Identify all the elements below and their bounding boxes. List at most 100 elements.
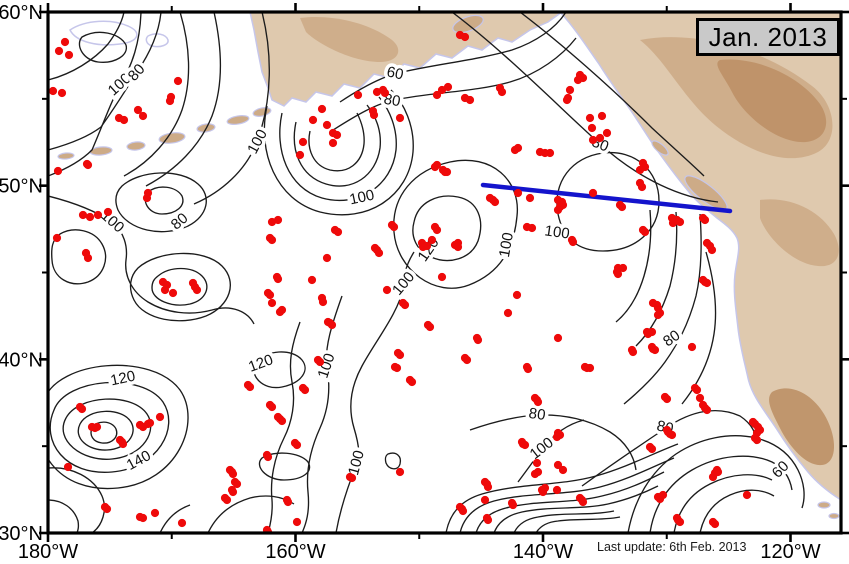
island (126, 141, 146, 151)
contour-line (627, 435, 805, 532)
observation-dot (83, 253, 93, 263)
contour-line (49, 364, 189, 490)
observation-dot (503, 308, 513, 318)
observation-dot (532, 458, 542, 468)
observation-dot (328, 138, 338, 148)
contour-line (49, 499, 80, 532)
observation-dot (595, 133, 605, 143)
observation-dot (192, 285, 202, 295)
contour-line (267, 321, 301, 532)
observation-dot (650, 345, 660, 355)
contour-line (90, 421, 118, 444)
x-tick-label: 140°W (513, 541, 573, 563)
observation-dot (437, 272, 447, 282)
observation-dot (430, 162, 440, 172)
observation-dot (597, 111, 607, 121)
observation-dot (483, 482, 493, 492)
observation-dot (263, 452, 273, 462)
observation-dot (93, 210, 103, 220)
observation-dot (585, 113, 595, 123)
observation-dot (647, 444, 657, 454)
observation-dot (292, 440, 302, 450)
observation-dot (52, 233, 62, 243)
observation-dot (308, 115, 318, 125)
observation-dot (588, 135, 598, 145)
observation-dot (432, 225, 442, 235)
observation-dot (508, 500, 518, 510)
observation-dot (145, 418, 155, 428)
observation-dot (585, 363, 595, 373)
observation-dot (332, 130, 342, 140)
date-label-box: Jan. 2013 (696, 18, 840, 56)
contour-line (253, 351, 306, 389)
contour-line (329, 37, 577, 133)
observation-dot (530, 469, 540, 479)
observation-dot (695, 393, 705, 403)
island (651, 140, 669, 156)
observation-dot (523, 364, 533, 374)
observation-dot (119, 115, 129, 125)
observation-dot (707, 245, 717, 255)
observation-dot (265, 290, 275, 300)
contour-line (673, 474, 773, 532)
observation-dot (300, 385, 310, 395)
observation-dot (318, 297, 328, 307)
y-tick-label: 40°N (0, 349, 43, 371)
observation-dot (292, 517, 302, 527)
terrain-shading (760, 199, 839, 267)
observation-dot (322, 120, 332, 130)
float-dots-layer (49, 30, 765, 532)
observation-dot (692, 385, 702, 395)
contour-line (144, 186, 184, 215)
observation-dot (317, 104, 327, 114)
observation-dot (647, 327, 657, 337)
contour-line (681, 251, 717, 405)
observation-dot (613, 269, 623, 279)
contour-line (459, 457, 675, 532)
observation-dot (553, 333, 563, 343)
observation-dot (83, 160, 93, 170)
observation-dot (513, 188, 523, 198)
contour-line (129, 252, 231, 322)
observation-dot (315, 357, 325, 367)
observation-dot (742, 490, 752, 500)
observation-dot (380, 88, 390, 98)
last-update-text: Last update: 6th Feb. 2013 (597, 540, 747, 554)
contour-line (536, 516, 621, 532)
contour-line (308, 112, 365, 172)
observation-dot (133, 105, 143, 115)
coastline-outline (69, 20, 138, 46)
contour-line (145, 13, 222, 187)
contour-line (335, 251, 415, 532)
contour-line (151, 267, 208, 306)
observation-dot (173, 76, 183, 86)
ship-track-line (480, 182, 733, 214)
observation-dot (232, 479, 242, 489)
observation-dot (698, 400, 708, 410)
observation-dot (370, 243, 380, 253)
observation-dot (222, 495, 232, 505)
observation-dot (617, 202, 627, 212)
observation-dot (78, 210, 88, 220)
observation-dot (267, 235, 277, 245)
observation-dot (520, 440, 530, 450)
observation-dot (522, 222, 532, 232)
coastline-outline (145, 33, 169, 48)
observation-dot (552, 485, 562, 495)
observation-dot (640, 227, 650, 237)
observation-dot (687, 342, 697, 352)
observation-dot (562, 95, 572, 105)
observation-dot (432, 90, 442, 100)
contour-line (160, 504, 191, 532)
contour-line (514, 510, 615, 532)
observation-dot (395, 467, 405, 477)
tick-marks (39, 3, 849, 542)
observation-dot (458, 506, 468, 516)
contour-line (615, 209, 652, 323)
contour-line (556, 151, 660, 252)
observation-dot (389, 222, 399, 232)
island (57, 152, 75, 160)
observation-dot (307, 275, 317, 285)
observation-dot (602, 128, 612, 138)
